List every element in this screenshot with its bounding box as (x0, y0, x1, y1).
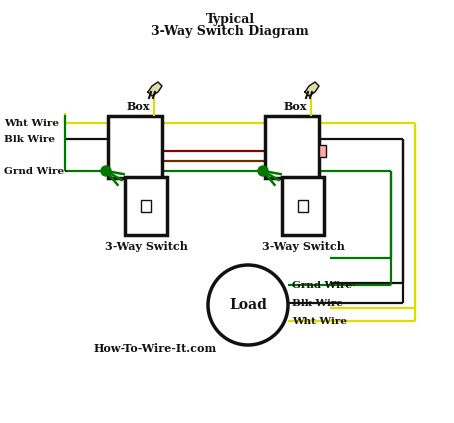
Bar (108, 116, 162, 178)
Text: How-To-Wire-It.com: How-To-Wire-It.com (94, 343, 217, 354)
Text: Box: Box (284, 101, 307, 112)
Text: Grnd Wire·: Grnd Wire· (292, 280, 356, 289)
Bar (265, 116, 319, 178)
Circle shape (258, 166, 268, 176)
Text: 3-Way Switch Diagram: 3-Way Switch Diagram (151, 25, 309, 38)
Text: Typical: Typical (206, 13, 255, 26)
Text: Wht Wire: Wht Wire (4, 118, 59, 127)
Bar (282, 177, 324, 235)
Text: Wht Wire: Wht Wire (292, 316, 347, 326)
Circle shape (101, 166, 111, 176)
Text: Load: Load (229, 298, 267, 312)
Text: 3-Way Switch: 3-Way Switch (104, 241, 188, 252)
Bar (141, 200, 151, 212)
Bar (125, 177, 167, 235)
Text: 3-Way Switch: 3-Way Switch (262, 241, 345, 252)
Circle shape (208, 265, 288, 345)
Bar (319, 145, 326, 157)
Text: Box: Box (127, 101, 150, 112)
Text: Blk Wire: Blk Wire (4, 135, 55, 143)
Bar (298, 200, 308, 212)
Polygon shape (148, 82, 162, 96)
Text: Blk Wire: Blk Wire (292, 299, 343, 308)
Polygon shape (305, 82, 319, 96)
Text: Grnd Wire·: Grnd Wire· (4, 167, 68, 176)
